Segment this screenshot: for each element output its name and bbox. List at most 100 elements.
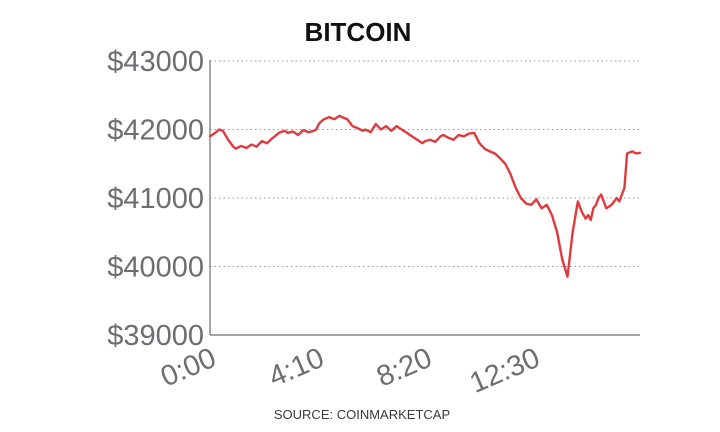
data-point xyxy=(351,125,353,127)
data-point xyxy=(618,200,620,202)
price-series-line xyxy=(208,114,642,278)
data-point xyxy=(328,116,330,118)
source-note: SOURCE: COINMARKETCAP xyxy=(274,407,450,422)
data-point xyxy=(499,157,501,159)
data-point xyxy=(595,204,597,206)
data-point xyxy=(605,207,607,209)
data-point xyxy=(227,139,229,141)
data-point xyxy=(478,142,480,144)
data-point xyxy=(597,197,599,199)
data-point xyxy=(338,115,340,117)
y-tick-label: $39000 xyxy=(107,320,204,352)
data-point xyxy=(457,134,459,136)
data-point xyxy=(364,128,366,130)
data-point xyxy=(380,128,382,130)
data-point xyxy=(520,197,522,199)
data-point xyxy=(592,207,594,209)
data-point xyxy=(623,187,625,189)
data-point xyxy=(621,193,623,195)
data-point xyxy=(546,204,548,206)
y-axis-tick-labels: $39000 $40000 $41000 $42000 $43000 xyxy=(107,46,204,352)
data-point xyxy=(600,193,602,195)
data-point xyxy=(525,202,527,204)
data-point xyxy=(590,219,592,221)
data-point xyxy=(429,139,431,141)
y-tick-label: $40000 xyxy=(107,252,204,284)
data-point xyxy=(390,130,392,132)
data-point xyxy=(442,134,444,136)
x-tick-label: 8:20 xyxy=(372,342,436,394)
chart-title: BITCOIN xyxy=(305,17,412,47)
data-point xyxy=(483,147,485,149)
data-point xyxy=(535,198,537,200)
data-point xyxy=(452,139,454,141)
data-point xyxy=(556,231,558,233)
data-point xyxy=(635,152,637,154)
data-point xyxy=(577,200,579,202)
data-point xyxy=(626,152,628,154)
data-point xyxy=(284,130,286,132)
data-point xyxy=(240,145,242,147)
data-point xyxy=(463,135,465,137)
y-tick-label: $43000 xyxy=(107,46,204,78)
data-point xyxy=(271,137,273,139)
data-point xyxy=(434,141,436,143)
data-point xyxy=(307,131,309,133)
data-point xyxy=(610,204,612,206)
data-point xyxy=(473,132,475,134)
data-point xyxy=(369,131,371,133)
data-point xyxy=(356,127,358,129)
data-point xyxy=(333,118,335,120)
data-point xyxy=(566,276,568,278)
data-point xyxy=(232,145,234,147)
data-point xyxy=(297,134,299,136)
data-point xyxy=(222,130,224,132)
data-point xyxy=(341,116,343,118)
data-point xyxy=(494,152,496,154)
data-point xyxy=(362,130,364,132)
data-point xyxy=(261,140,263,142)
data-point xyxy=(312,130,314,132)
x-axis-tick-labels: 0:00 4:10 8:20 12:30 xyxy=(156,342,544,400)
data-point xyxy=(540,207,542,209)
data-point xyxy=(551,214,553,216)
y-tick-label: $41000 xyxy=(107,183,204,215)
data-point xyxy=(530,204,532,206)
data-point xyxy=(209,135,211,137)
y-tick-label: $42000 xyxy=(107,115,204,147)
data-point xyxy=(315,128,317,130)
data-point xyxy=(424,140,426,142)
data-point xyxy=(255,145,257,147)
data-point xyxy=(235,147,237,149)
data-point xyxy=(320,120,322,122)
data-point xyxy=(581,211,583,213)
data-point xyxy=(218,128,220,130)
data-point xyxy=(639,152,641,154)
data-point xyxy=(504,163,506,165)
data-point xyxy=(468,132,470,134)
data-point xyxy=(375,123,377,125)
data-point xyxy=(447,137,449,139)
data-point xyxy=(584,217,586,219)
data-point xyxy=(561,258,563,260)
gridlines xyxy=(210,60,640,267)
data-point xyxy=(250,143,252,145)
data-point xyxy=(421,142,423,144)
data-point xyxy=(416,139,418,141)
data-point xyxy=(406,132,408,134)
data-point xyxy=(587,214,589,216)
data-point xyxy=(411,135,413,137)
price-series-points xyxy=(209,115,641,278)
data-point xyxy=(292,130,294,132)
data-point xyxy=(279,131,281,133)
data-point xyxy=(274,135,276,137)
data-point xyxy=(489,150,491,152)
data-point xyxy=(395,125,397,127)
x-tick-label: 4:10 xyxy=(264,342,328,394)
data-point xyxy=(571,231,573,233)
data-point xyxy=(214,132,216,134)
data-point xyxy=(302,129,304,131)
data-point xyxy=(323,118,325,120)
data-point xyxy=(266,142,268,144)
